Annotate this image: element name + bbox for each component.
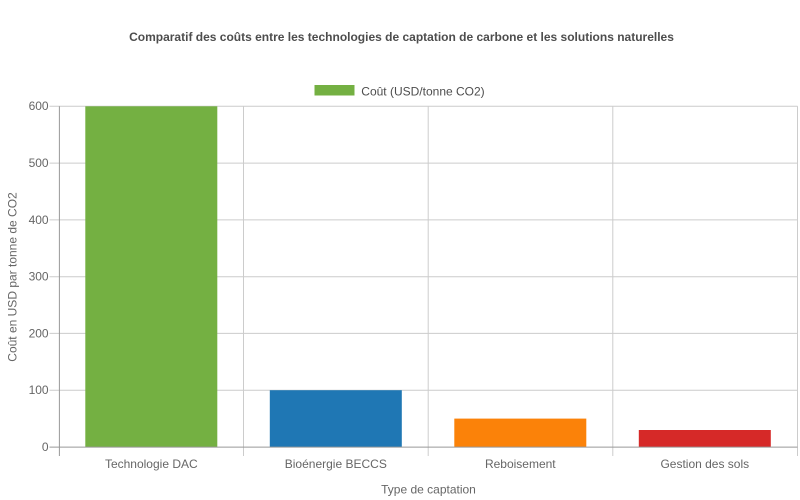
svg-text:300: 300: [29, 270, 49, 284]
svg-text:200: 200: [29, 326, 49, 340]
svg-text:Reboisement: Reboisement: [485, 457, 556, 471]
svg-text:500: 500: [29, 156, 49, 170]
svg-text:Bioénergie BECCS: Bioénergie BECCS: [285, 457, 387, 471]
svg-text:600: 600: [29, 99, 49, 113]
svg-text:Coût en USD par tonne de CO2: Coût en USD par tonne de CO2: [6, 192, 20, 362]
svg-text:Technologie DAC: Technologie DAC: [105, 457, 198, 471]
svg-text:Coût (USD/tonne CO2): Coût (USD/tonne CO2): [361, 85, 484, 99]
svg-text:0: 0: [42, 440, 49, 454]
svg-text:Comparatif des coûts entre les: Comparatif des coûts entre les technolog…: [129, 30, 674, 44]
svg-text:400: 400: [29, 213, 49, 227]
svg-text:100: 100: [29, 383, 49, 397]
svg-text:Gestion des sols: Gestion des sols: [660, 457, 749, 471]
svg-text:Type de captation: Type de captation: [381, 483, 476, 497]
